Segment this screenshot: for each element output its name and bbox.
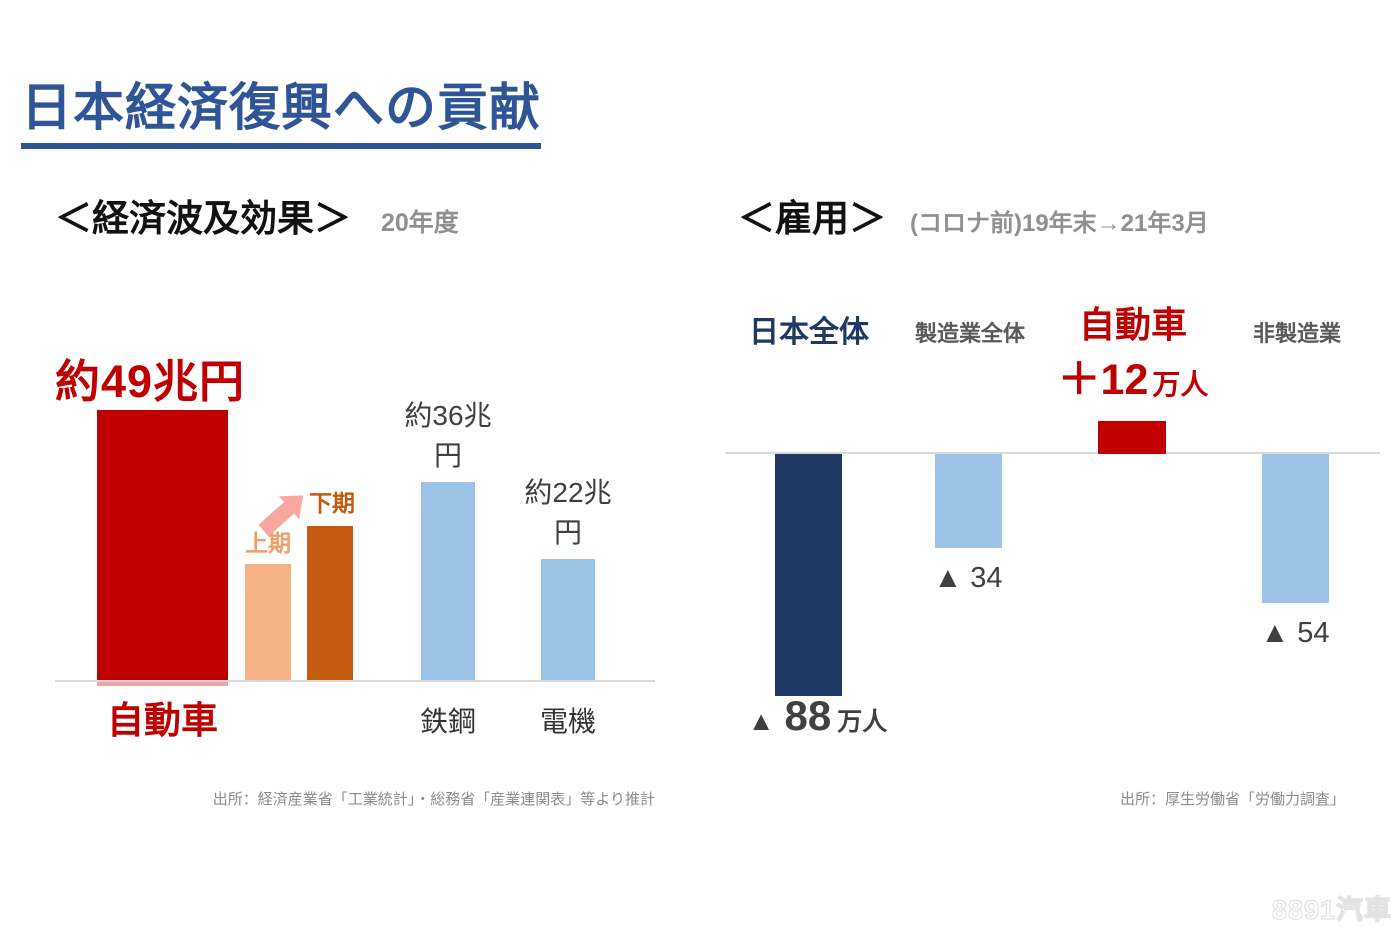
bar-auto-second-half: [307, 526, 353, 680]
japan-drop-number: 88: [784, 692, 832, 739]
column-non-manufacturing: 非製造業: [1252, 321, 1341, 346]
employment-chart: ▲ 34 ▲ 54: [725, 410, 1380, 712]
left-heading-text: ＜経済波及効果＞: [55, 198, 351, 239]
page-title: 日本経済復興への貢献: [21, 66, 542, 149]
steel-value-label: 約36兆円: [404, 400, 492, 471]
bar-auto-first-half: [245, 564, 291, 680]
auto-employment-gain-label: ＋12 万人: [1033, 345, 1233, 407]
down-triangle-icon: ▲: [747, 706, 775, 736]
economic-impact-chart: 上期 下期 約36兆円 約22兆円: [55, 380, 655, 686]
left-heading-period: 20年度: [381, 209, 459, 237]
category-auto: 自動車: [107, 700, 218, 741]
watermark: 8891汽車: [1271, 894, 1392, 925]
manufacturing-drop-label: ▲ 34: [933, 562, 1003, 594]
category-steel: 鉄鋼: [419, 706, 476, 737]
japan-drop-unit: 万人: [837, 708, 888, 736]
bar-manufacturing: [935, 454, 1002, 548]
bar-auto-employment: [1098, 421, 1166, 454]
bar-non-manufacturing: [1262, 454, 1329, 603]
right-heading-text: ＜雇用＞: [738, 198, 886, 239]
column-manufacturing: 製造業全体: [914, 321, 1025, 346]
bar-electronics: [541, 559, 595, 680]
category-electronics: 電機: [539, 706, 596, 737]
right-source-note: 出所：厚生労働省「労働力調査」: [1119, 791, 1345, 808]
bar-auto-reflection: [97, 682, 228, 686]
right-heading-period: (コロナ前)19年末→21年3月: [910, 210, 1209, 237]
growth-arrow-icon: [258, 495, 304, 537]
right-section-heading: ＜雇用＞ (コロナ前)19年末→21年3月: [738, 188, 1209, 242]
auto-value-label: 約49兆円: [55, 356, 246, 407]
bar-japan-total: [775, 454, 842, 696]
electronics-value-label: 約22兆円: [524, 477, 612, 548]
left-section-heading: ＜経済波及効果＞ 20年度: [55, 188, 459, 242]
second-half-label: 下期: [309, 490, 355, 516]
column-auto: 自動車: [1078, 304, 1187, 345]
column-japan-total: 日本全体: [749, 316, 869, 349]
bar-steel: [421, 482, 475, 680]
auto-gain-unit: 万人: [1152, 369, 1209, 400]
non-manufacturing-drop-label: ▲ 54: [1260, 617, 1330, 649]
japan-drop-label: ▲ 88 万人: [700, 692, 935, 740]
zero-axis-line: [725, 452, 1380, 454]
auto-gain-number: ＋12: [1057, 356, 1149, 404]
bar-auto-total: [97, 410, 228, 680]
left-source-note: 出所：経済産業省「工業統計」・総務省「産業連関表」等より推計: [212, 791, 655, 808]
